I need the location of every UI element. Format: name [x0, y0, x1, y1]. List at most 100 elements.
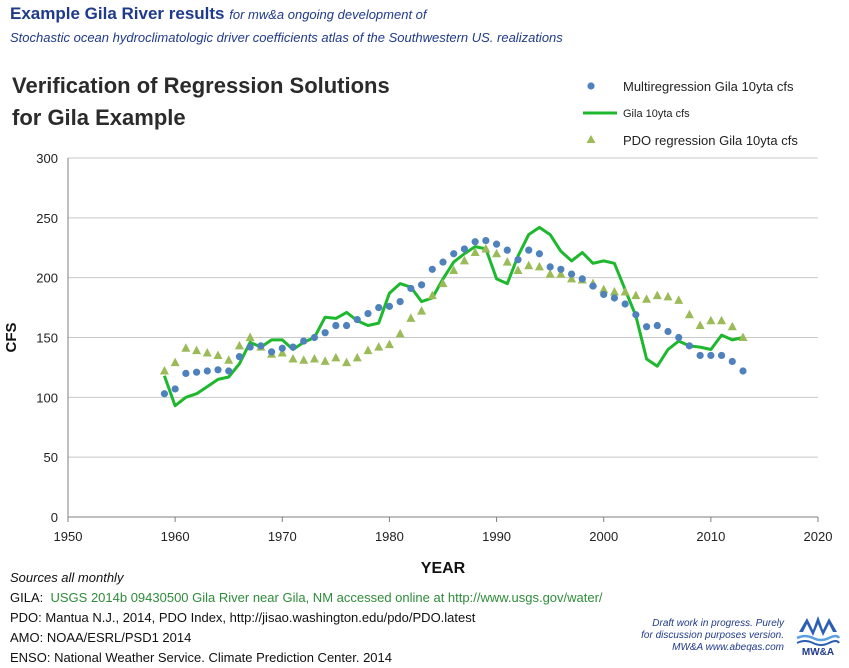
multi-point [235, 353, 244, 361]
source-gila-label: GILA: [10, 590, 44, 605]
source-enso: ENSO: National Weather Service. Climate … [10, 650, 392, 665]
multi-point [653, 321, 661, 330]
pdo-point [738, 332, 748, 341]
multi-point [257, 342, 265, 350]
pdo-point [299, 355, 309, 364]
pdo-point [427, 290, 437, 300]
pdo-point [234, 340, 244, 350]
pdo-point [331, 352, 341, 362]
mwa-logo: MW&A [796, 616, 841, 658]
grid-layer [68, 157, 818, 458]
pdo-point [684, 309, 694, 319]
pdo-point [674, 295, 684, 304]
pdo-point [245, 332, 255, 341]
pdo-point [652, 290, 662, 300]
multi-point [685, 342, 694, 350]
multi-point [610, 294, 619, 302]
pdo-point [663, 291, 673, 301]
multi-point [589, 282, 597, 290]
multi-point [717, 351, 726, 360]
multi-point [385, 302, 394, 310]
y-tick-label: 250 [36, 211, 58, 226]
multi-point [300, 337, 308, 345]
draft-note-line2: for discussion purposes version. [641, 630, 784, 641]
multi-point [375, 303, 383, 312]
source-pdo: PDO: Mantua N.J., 2014, PDO Index, http:… [10, 610, 476, 625]
x-tick-label: 1950 [54, 529, 83, 544]
multi-point [332, 321, 340, 330]
header-subtitle: for mw&a ongoing development of [229, 7, 427, 22]
legend-marker-triangle [586, 135, 596, 143]
header-title-text: Example Gila River results [10, 4, 225, 23]
pdo-point [352, 352, 362, 362]
source-gila: GILA: USGS 2014b 09430500 Gila River nea… [10, 588, 603, 608]
multi-point [675, 333, 683, 342]
multi-point [214, 366, 222, 374]
pdo-point [224, 355, 234, 364]
multi-point [503, 246, 511, 254]
pdo-point [620, 287, 630, 296]
x-tick-label: 1980 [375, 529, 404, 544]
pdo-point [288, 354, 298, 363]
x-tick-label: 1990 [482, 529, 511, 544]
source-gila-link[interactable]: USGS 2014b 09430500 Gila River near Gila… [50, 590, 603, 605]
pdo-point [642, 294, 652, 303]
pdo-point [492, 248, 502, 258]
pdo-point [459, 255, 469, 265]
multi-point [460, 245, 469, 253]
pdo-point [395, 328, 405, 338]
multi-point [342, 321, 351, 330]
multi-point [546, 263, 554, 271]
pdo-point [438, 278, 448, 288]
pdo-point [717, 315, 727, 325]
multi-point [428, 265, 436, 273]
pdo-point [727, 321, 737, 331]
pdo-point [556, 269, 566, 278]
legend-label-multi: Multiregression Gila 10yta cfs [623, 79, 794, 94]
multi-point [171, 385, 179, 393]
pdo-point [524, 260, 534, 270]
x-axis-label: YEAR [421, 560, 466, 577]
y-tick-label: 300 [36, 151, 58, 166]
multi-point [203, 367, 211, 375]
pdo-point [309, 354, 319, 363]
multi-point [289, 343, 297, 351]
multi-point [664, 327, 672, 336]
multi-point [632, 311, 640, 319]
legend-marker-dot [587, 82, 595, 90]
pdo-point [181, 343, 191, 352]
header-title: Example Gila River results for mw&a ongo… [10, 4, 427, 24]
pdo-point [481, 243, 491, 253]
pdo-point [470, 247, 480, 257]
x-tick-label: 2020 [804, 529, 833, 544]
pdo-point [342, 357, 352, 367]
pdo-point [534, 261, 544, 271]
multi-point [439, 258, 447, 266]
pdo-point [695, 320, 705, 330]
y-tick-label: 200 [36, 271, 58, 286]
multi-point [492, 240, 501, 248]
y-axis-label: CFS [3, 323, 20, 353]
legend-label-gila: Gila 10yta cfs [623, 108, 690, 120]
axis-layer: 0 50 100 150 200 250 300 1950 1960 1970 1980 1990 20… [36, 151, 832, 544]
multi-point [707, 351, 715, 360]
pdo-point [706, 315, 716, 325]
pdo-point [363, 345, 373, 355]
y-tick-label: 50 [44, 450, 58, 465]
pdo-point [170, 357, 180, 367]
multi-point [567, 270, 576, 278]
pdo-point [502, 257, 512, 266]
pdo-point [277, 348, 287, 357]
draft-note: Draft work in progress. Purely for discu… [598, 618, 784, 654]
y-tick-label: 150 [36, 331, 58, 346]
sources-heading: Sources all monthly [10, 570, 124, 585]
multi-point [407, 284, 415, 293]
pdo-point [202, 348, 212, 357]
pdo-point [449, 265, 459, 274]
multi-point [535, 250, 544, 258]
multi-point [482, 236, 490, 245]
pdo-point [213, 350, 223, 359]
multi-point [417, 281, 426, 289]
x-tick-label: 2000 [589, 529, 618, 544]
